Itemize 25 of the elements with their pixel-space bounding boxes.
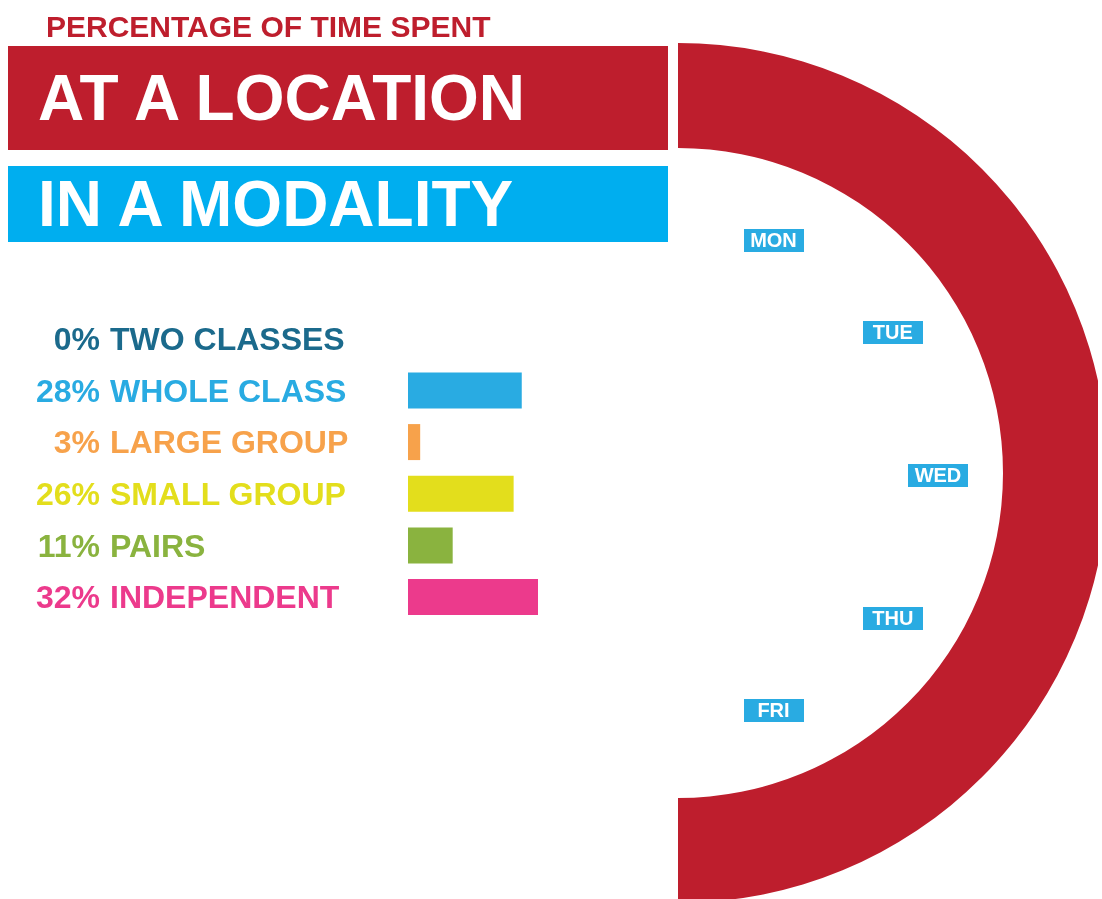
bar <box>408 475 514 512</box>
data-label: 26% <box>35 475 100 512</box>
y-tick-label: WHOLE CLASS <box>110 372 347 409</box>
text: FRI <box>743 698 804 722</box>
bar <box>408 579 538 616</box>
y-tick-label: LARGE GROUP <box>110 424 349 461</box>
chart-title: PERCENTAGE OF TIME SPENT <box>46 10 491 44</box>
bar <box>408 424 421 461</box>
data-label: 3% <box>53 424 100 461</box>
y-tick-label: SMALL GROUP <box>110 475 346 512</box>
text: MON <box>743 229 804 253</box>
text: TUE <box>862 320 923 344</box>
data-label: 11% <box>37 527 100 564</box>
text: THU <box>862 607 923 631</box>
bar <box>408 527 453 564</box>
y-tick-label: INDEPENDENT <box>110 579 340 616</box>
data-label: 0% <box>53 320 100 357</box>
text: IN A MODALITY <box>8 166 668 242</box>
chart-subtitle: AT A LOCATION <box>8 46 668 150</box>
y-tick-label: PAIRS <box>110 527 206 564</box>
text: WED <box>908 464 968 487</box>
bar <box>408 372 522 409</box>
y-tick-label: TWO CLASSES <box>110 320 345 357</box>
data-label: 28% <box>35 372 100 409</box>
data-label: 32% <box>35 579 100 616</box>
